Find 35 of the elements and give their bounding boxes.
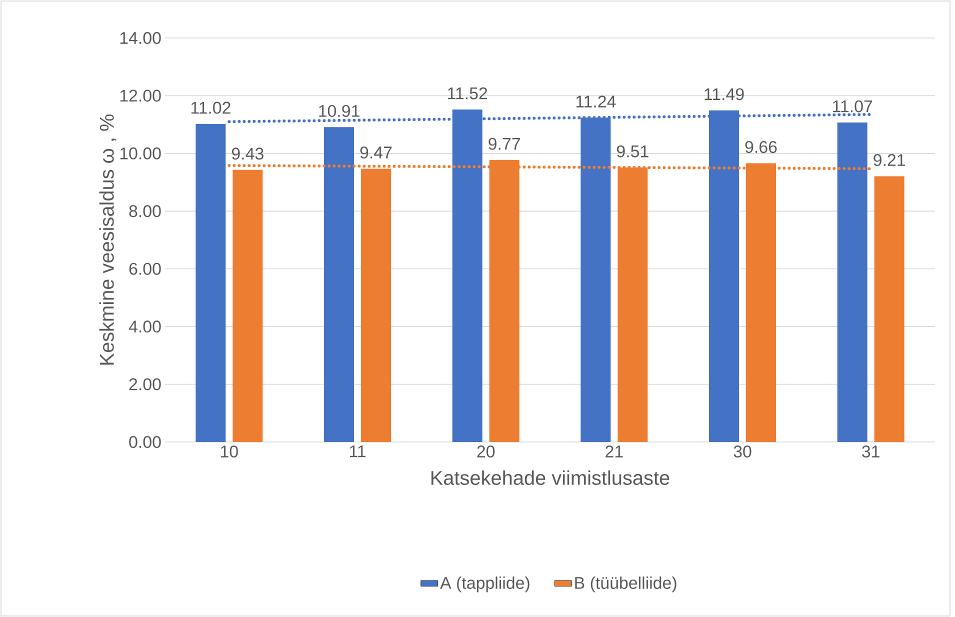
y-axis-title: Keskmine veesisaldus ω , % [99,114,116,365]
data-label: 11.24 [576,96,616,108]
x-tick-label: 11 [350,446,366,458]
y-tick-label: 2.00 [129,378,161,390]
x-tick-label: 10 [221,446,238,458]
data-label: 9.47 [360,146,392,159]
bar [837,122,868,442]
data-label: 11.07 [833,100,872,112]
y-tick-label: 4.00 [128,320,161,333]
data-label: 9.66 [745,141,777,154]
x-axis-title: Katsekehade viimistlusaste [431,470,670,485]
y-tick-label: 12.00 [120,90,161,102]
y-tick-label: 0.00 [129,436,161,448]
data-label: 11.02 [191,102,230,114]
data-label: 10.91 [319,104,360,117]
x-tick-label: 30 [734,446,752,458]
x-tick-label: 31 [862,446,880,458]
y-tick-label: 6.00 [129,262,161,275]
y-tick-label: 8.00 [129,205,161,218]
data-label: 9.21 [874,154,905,166]
x-tick-label: 20 [477,446,495,458]
legend-label: A (tappliide) [440,576,530,592]
y-tick-label: 10.00 [120,147,161,160]
data-label: 9.43 [232,148,264,160]
legend-label: B (tüübelliide) [575,576,676,592]
data-label: 11.52 [448,87,488,100]
y-tick-label: 14.00 [120,32,161,44]
bar [324,127,354,442]
data-label: 9.77 [488,138,520,150]
data-label: 11.49 [704,88,744,100]
bar [874,176,904,442]
x-tick-label: 21 [606,446,623,458]
data-label: 9.51 [616,145,648,158]
bar [232,170,263,442]
bar [196,124,226,442]
